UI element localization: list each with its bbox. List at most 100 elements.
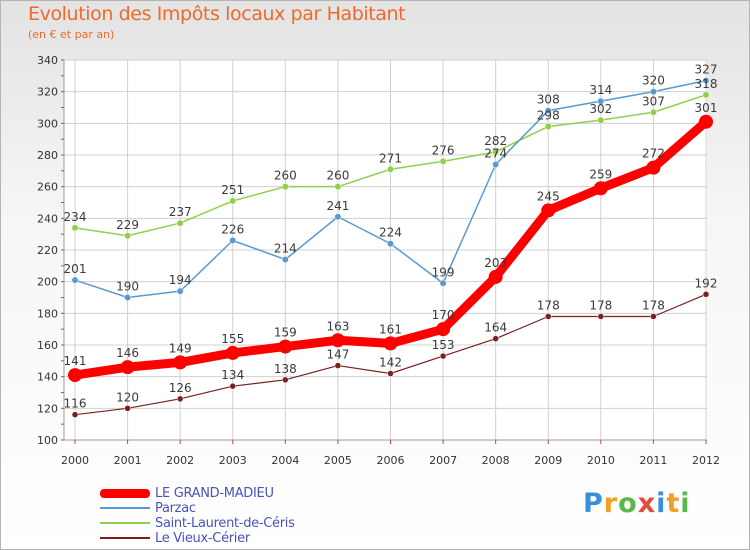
x-tick-label: 2005 — [324, 454, 352, 467]
x-tick-label: 2008 — [482, 454, 510, 467]
data-label: 302 — [589, 102, 612, 116]
logo-letter: i — [656, 488, 667, 519]
data-label: 190 — [116, 280, 139, 294]
data-point — [68, 368, 82, 383]
data-point — [334, 213, 342, 221]
logo-letter: x — [637, 488, 657, 519]
data-label: 274 — [484, 147, 507, 161]
data-label: 163 — [326, 319, 349, 333]
data-point — [176, 287, 184, 295]
data-label: 155 — [221, 332, 244, 346]
x-tick-label: 2007 — [429, 454, 457, 467]
data-label: 314 — [589, 83, 612, 97]
data-label: 141 — [64, 354, 87, 368]
data-point — [387, 165, 394, 173]
logo-letter: P — [583, 488, 604, 519]
chart-subtitle: (en € et par an) — [28, 28, 115, 41]
data-point — [124, 232, 132, 240]
x-tick-label: 2006 — [377, 454, 405, 467]
y-tick-label: 240 — [37, 212, 58, 225]
data-point — [71, 224, 79, 232]
data-point — [649, 108, 657, 116]
x-tick-label: 2009 — [534, 454, 562, 467]
y-tick-label: 220 — [37, 244, 58, 257]
data-label: 241 — [326, 199, 349, 213]
data-label: 178 — [589, 299, 612, 313]
data-point — [545, 313, 552, 320]
data-point — [229, 382, 236, 390]
x-tick-label: 2003 — [219, 454, 247, 467]
data-label: 192 — [695, 276, 718, 290]
x-tick-label: 2010 — [587, 454, 615, 467]
y-tick-label: 180 — [37, 307, 58, 320]
x-tick-label: 2000 — [61, 454, 89, 467]
data-point — [597, 313, 605, 320]
data-label: 301 — [695, 101, 718, 115]
legend-label: Le Vieux-Cérier — [155, 531, 250, 546]
data-label: 147 — [326, 348, 349, 362]
data-point — [176, 395, 184, 403]
data-point — [544, 123, 552, 130]
data-label: 229 — [116, 218, 139, 232]
x-tick-label: 2012 — [692, 454, 720, 467]
y-tick-label: 200 — [37, 276, 58, 289]
data-label: 138 — [274, 362, 297, 376]
data-point — [281, 183, 289, 191]
data-label: 134 — [221, 368, 244, 382]
logo-letter: o — [618, 488, 638, 519]
y-tick-label: 120 — [37, 402, 58, 415]
data-point — [541, 203, 556, 218]
data-label: 308 — [537, 93, 560, 107]
data-label: 245 — [537, 189, 560, 203]
data-label: 251 — [221, 183, 244, 197]
data-label: 120 — [116, 390, 139, 404]
data-label: 201 — [64, 262, 87, 276]
data-point — [229, 237, 237, 244]
legend-label: Parzac — [155, 501, 196, 516]
data-label: 116 — [64, 397, 87, 411]
data-point — [439, 352, 447, 360]
data-point — [387, 370, 394, 377]
data-label: 159 — [274, 326, 297, 340]
data-point — [281, 256, 289, 263]
data-label: 161 — [379, 322, 402, 336]
data-point — [492, 161, 500, 168]
data-point — [173, 355, 188, 370]
data-point — [492, 148, 500, 156]
data-label: 327 — [695, 63, 718, 77]
data-label: 142 — [379, 356, 402, 370]
data-label: 237 — [169, 205, 192, 219]
x-tick-label: 2004 — [271, 454, 299, 467]
data-point — [71, 411, 79, 418]
legend-label: Saint-Laurent-de-Céris — [155, 516, 295, 531]
data-point — [387, 240, 394, 248]
data-label: 224 — [379, 226, 402, 240]
data-label: 276 — [432, 143, 455, 157]
data-label: 203 — [484, 256, 507, 270]
data-label: 298 — [537, 109, 560, 123]
data-point — [702, 91, 710, 99]
logo-letter: r — [603, 488, 619, 519]
logo-letter: i — [680, 488, 691, 519]
y-tick-label: 260 — [37, 181, 58, 194]
data-point — [488, 269, 503, 284]
data-point — [699, 114, 713, 129]
data-label: 260 — [274, 169, 297, 183]
data-point — [124, 294, 132, 301]
data-point — [330, 333, 345, 348]
y-tick-label: 160 — [37, 339, 58, 352]
x-tick-label: 2001 — [114, 454, 142, 467]
data-point — [124, 405, 131, 412]
data-point — [120, 360, 135, 375]
data-point — [383, 336, 398, 351]
data-label: 272 — [642, 147, 665, 161]
data-label: 178 — [537, 299, 560, 313]
data-label: 194 — [169, 273, 192, 287]
x-tick-label: 2011 — [639, 454, 667, 467]
data-point — [649, 88, 657, 96]
y-tick-label: 300 — [37, 117, 58, 130]
data-label: 146 — [116, 346, 139, 360]
data-point — [176, 219, 184, 227]
data-point — [702, 291, 710, 298]
